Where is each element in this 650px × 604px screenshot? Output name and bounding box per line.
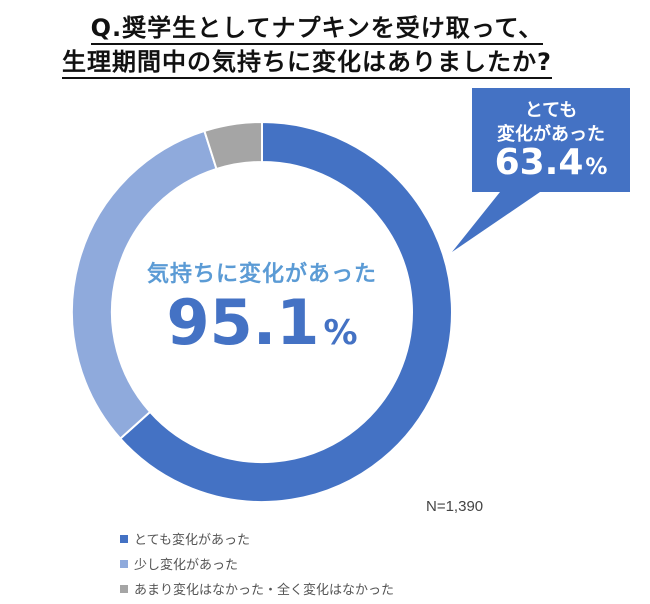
chart-title-line1: Q.奨学生としてナプキンを受け取って、: [0, 8, 642, 45]
chart-title-line2: 生理期間中の気持ちに変化はありましたか?: [0, 42, 632, 79]
legend-swatch-icon: [120, 559, 128, 568]
center-label: 気持ちに変化があった: [146, 262, 377, 287]
legend-swatch-icon: [120, 534, 128, 543]
callout-box: [452, 88, 630, 252]
legend-item: あまり変化はなかった・全く変化はなかった: [120, 576, 394, 601]
legend-item: とても変化があった: [120, 526, 394, 551]
callout-line2: 変化があった: [497, 124, 605, 145]
callout-value: 63.4%: [494, 142, 608, 183]
donut-segment-very-changed: [118, 120, 453, 503]
legend-item: 少し変化があった: [120, 551, 394, 576]
legend-swatch-icon: [120, 584, 128, 593]
center-value: 95.1%: [166, 286, 358, 359]
callout-line1: とても: [524, 100, 578, 121]
legend: とても変化があった 少し変化があった あまり変化はなかった・全く変化はなかった: [120, 526, 394, 601]
donut-segment-not-changed: [203, 120, 263, 171]
sample-size: N=1,390: [426, 498, 484, 515]
